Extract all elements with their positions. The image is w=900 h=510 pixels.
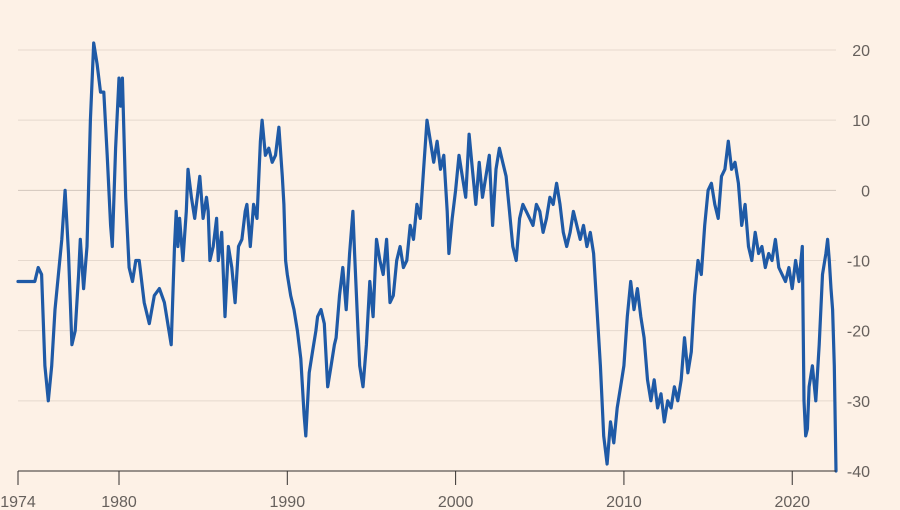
- x-axis: 1974 1980 1990 2000 2010 2020: [0, 470, 836, 510]
- x-tick-label: 1974: [0, 494, 36, 510]
- series-layer: [16, 41, 838, 473]
- x-tick-label: 1980: [101, 494, 137, 510]
- y-tick-label: -40: [847, 464, 870, 481]
- y-tick-label: -10: [847, 254, 870, 271]
- y-tick-label: 0: [861, 183, 870, 200]
- y-tick-label: 20: [852, 43, 870, 60]
- grid-layer: [18, 49, 836, 402]
- series-line: [16, 41, 838, 473]
- x-tick-label: 1990: [270, 494, 306, 510]
- x-tick-label: 2020: [774, 494, 810, 510]
- y-tick-label: -20: [847, 324, 870, 341]
- y-tick-label: 10: [852, 113, 870, 130]
- x-tick-label: 2010: [606, 494, 642, 510]
- x-tick-label: 2000: [438, 494, 474, 510]
- y-tick-label: -30: [847, 394, 870, 411]
- y-axis: 20 10 0 -10 -20 -30 -40: [847, 43, 870, 481]
